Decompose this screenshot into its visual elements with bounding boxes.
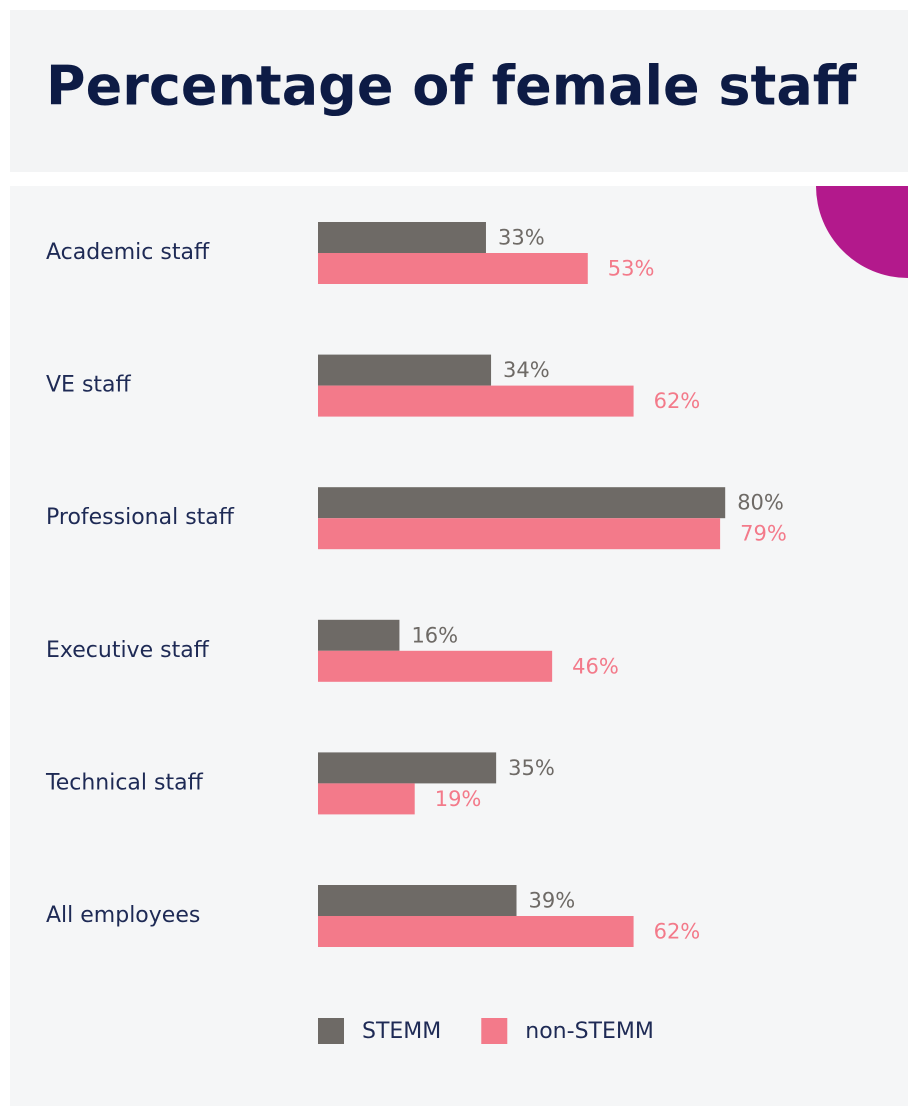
category-label: All employees [46, 903, 200, 928]
chart-title: Percentage of female staff [46, 55, 858, 118]
legend-label: non-STEMM [525, 1019, 654, 1044]
bar [318, 885, 517, 916]
value-label: 62% [654, 389, 701, 413]
category-label: VE staff [46, 373, 132, 398]
chart-panel [10, 186, 908, 1106]
value-label: 34% [503, 358, 550, 382]
bar [318, 354, 492, 386]
value-label: 53% [608, 257, 655, 281]
category-label: Academic staff [46, 240, 210, 265]
value-label: 19% [435, 787, 482, 811]
bar [318, 650, 553, 682]
value-label: 39% [529, 889, 576, 913]
category-label: Professional staff [46, 505, 235, 530]
bar [318, 222, 486, 253]
bar [318, 916, 634, 947]
bar [318, 385, 634, 417]
value-label: 16% [411, 623, 458, 647]
value-label: 80% [737, 491, 784, 515]
bar [318, 487, 726, 519]
value-label: 33% [498, 226, 545, 250]
bar [318, 752, 497, 784]
value-label: 46% [572, 654, 619, 678]
legend-swatch [318, 1018, 344, 1044]
legend-swatch [481, 1018, 508, 1044]
bar [318, 619, 400, 651]
decoration [816, 186, 908, 278]
title-panel [10, 10, 908, 172]
category-label: Executive staff [46, 638, 210, 663]
legend-label: STEMM [362, 1019, 441, 1044]
bar [318, 253, 588, 284]
category-label: Technical staff [45, 770, 204, 795]
value-label: 35% [508, 756, 555, 780]
bar [318, 783, 415, 815]
value-label: 79% [740, 522, 787, 546]
value-label: 62% [654, 920, 701, 944]
bar [318, 518, 721, 550]
